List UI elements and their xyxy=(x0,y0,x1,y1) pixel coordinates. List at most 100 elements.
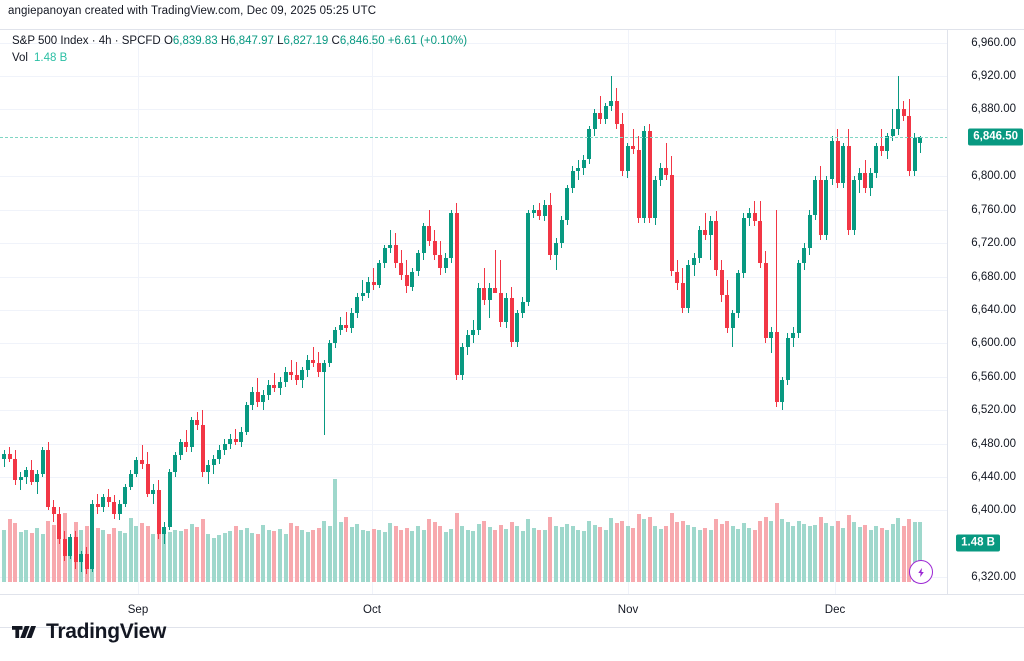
volume-bar xyxy=(570,526,575,582)
time-axis[interactable]: Sep Oct Nov Dec xyxy=(0,595,1024,628)
candle-body xyxy=(818,179,823,235)
candle-body xyxy=(476,288,481,330)
candle-body xyxy=(592,112,597,130)
price-axis-tick-label: 6,480.00 xyxy=(971,437,1016,450)
candle-body xyxy=(581,159,586,168)
legend-low-label: L xyxy=(277,35,284,47)
candle-wick xyxy=(20,472,22,491)
candle-wick xyxy=(494,249,496,294)
volume-bar xyxy=(134,525,139,582)
candle-body xyxy=(239,431,244,442)
candle-body xyxy=(272,385,277,389)
vertical-gridline xyxy=(835,30,836,594)
volume-bar xyxy=(807,526,812,582)
candle-body xyxy=(542,204,547,217)
candle-wick xyxy=(881,129,883,157)
candle-body xyxy=(278,381,282,389)
volume-bar xyxy=(647,516,652,582)
volume-bar xyxy=(531,527,536,582)
volume-bar xyxy=(382,531,387,582)
candle-body xyxy=(460,346,465,376)
volume-bar xyxy=(609,518,614,582)
horizontal-gridline xyxy=(0,376,948,378)
volume-bar xyxy=(283,533,288,582)
volume-bar xyxy=(233,525,238,582)
legend-close-label: C xyxy=(331,35,340,47)
price-axis-tick-label: 6,440.00 xyxy=(971,471,1016,483)
candle-wick xyxy=(290,360,292,381)
candle-body xyxy=(73,537,78,563)
plot-area[interactable] xyxy=(0,30,948,594)
candle-body xyxy=(752,213,757,222)
volume-bar xyxy=(438,526,443,582)
volume-bar xyxy=(266,529,271,582)
horizontal-gridline xyxy=(0,42,948,44)
legend-ohlc-row: S&P 500 Index · 4h · SPCFD O6,839.83 H6,… xyxy=(12,34,467,49)
chart-legend: S&P 500 Index · 4h · SPCFD O6,839.83 H6,… xyxy=(12,34,467,66)
candle-body xyxy=(167,472,172,528)
volume-bar xyxy=(244,527,249,582)
candle-body xyxy=(57,513,62,539)
lightning-bolt-icon[interactable] xyxy=(909,560,934,584)
candle-body xyxy=(266,385,271,396)
candle-body xyxy=(377,263,382,285)
candle-body xyxy=(498,293,503,322)
time-axis-tick-label: Sep xyxy=(127,604,149,616)
legend-symbol[interactable]: S&P 500 Index · 4h · SPCFD xyxy=(12,35,161,47)
price-axis-tick-label: 6,760.00 xyxy=(971,203,1016,216)
volume-bar xyxy=(388,523,393,582)
candle-body xyxy=(841,146,846,183)
volume-bar xyxy=(697,529,702,582)
volume-bar xyxy=(802,523,807,582)
candle-body xyxy=(885,136,890,152)
candle-body xyxy=(658,167,663,180)
volume-bar xyxy=(173,529,178,582)
volume-bar xyxy=(189,523,194,582)
candle-body xyxy=(603,106,608,120)
volume-bar xyxy=(515,526,520,582)
volume-bar xyxy=(460,525,465,582)
volume-bar xyxy=(769,521,774,582)
volume-bar xyxy=(255,534,260,582)
volume-bar xyxy=(128,518,133,582)
candle-body xyxy=(504,298,509,322)
candle-body xyxy=(29,470,34,482)
candle-body xyxy=(774,331,779,402)
volume-bar xyxy=(785,522,790,582)
candle-body xyxy=(653,179,658,218)
candle-body xyxy=(255,391,260,402)
candle-body xyxy=(570,171,575,188)
candle-body xyxy=(222,443,227,451)
volume-bar xyxy=(863,524,868,582)
volume-bar xyxy=(537,529,542,582)
candle-body xyxy=(327,343,332,364)
volume-bar xyxy=(167,531,172,582)
candle-body xyxy=(399,263,404,275)
volume-bar xyxy=(664,526,669,582)
candle-body xyxy=(471,330,476,335)
volume-bar xyxy=(780,519,785,582)
horizontal-gridline xyxy=(0,410,948,412)
candle-body xyxy=(669,174,674,272)
volume-bar xyxy=(918,522,923,582)
candle-body xyxy=(896,109,901,130)
candle-body xyxy=(438,254,443,269)
candle-body xyxy=(526,213,531,302)
candle-body xyxy=(868,172,873,188)
current-price-line xyxy=(0,137,948,139)
candle-wick xyxy=(312,346,314,367)
candle-body xyxy=(7,453,12,459)
volume-bar xyxy=(404,527,409,582)
candle-body xyxy=(195,420,200,426)
candle-body xyxy=(857,172,862,180)
volume-bar xyxy=(7,519,12,582)
volume-bar xyxy=(443,531,448,582)
volume-bar xyxy=(393,526,398,582)
candle-body xyxy=(410,271,415,287)
volume-bar xyxy=(294,526,299,582)
candle-body xyxy=(366,281,371,294)
volume-bar xyxy=(879,527,884,582)
price-axis[interactable]: 6,960.00 6,920.00 6,880.00 6,800.00 6,760.00… xyxy=(947,30,1024,594)
legend-volume-value: 1.48 B xyxy=(34,52,68,64)
volume-bar xyxy=(554,525,558,582)
